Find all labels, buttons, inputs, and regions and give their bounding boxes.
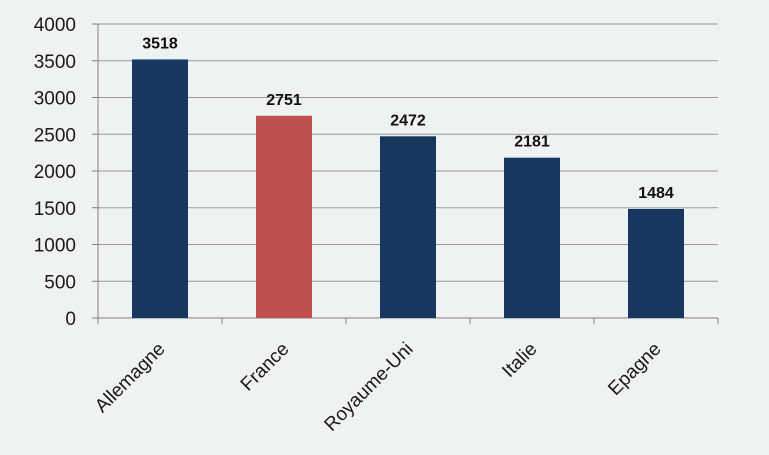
y-tick-label: 1000 [34, 236, 76, 257]
data-label: 2751 [266, 92, 302, 109]
bar-epagne [628, 208, 684, 318]
data-label: 3518 [142, 35, 178, 52]
y-tick-label: 3500 [34, 52, 76, 73]
y-tick-label: 2500 [34, 125, 76, 146]
y-tick-label: 4000 [34, 15, 76, 36]
y-tick-label: 1500 [34, 199, 76, 220]
data-label: 2181 [514, 134, 550, 151]
bar-italie [504, 157, 560, 318]
bar-allemagne [132, 59, 188, 318]
y-tick-label: 500 [44, 272, 76, 293]
data-label: 1484 [638, 185, 674, 202]
bar-royaume-uni [380, 136, 436, 318]
data-label: 2472 [390, 112, 426, 129]
y-tick-label: 0 [65, 309, 76, 330]
y-tick-label: 3000 [34, 89, 76, 110]
bar-france [256, 115, 312, 318]
bars [132, 59, 684, 318]
y-tick-label: 2000 [34, 162, 76, 183]
